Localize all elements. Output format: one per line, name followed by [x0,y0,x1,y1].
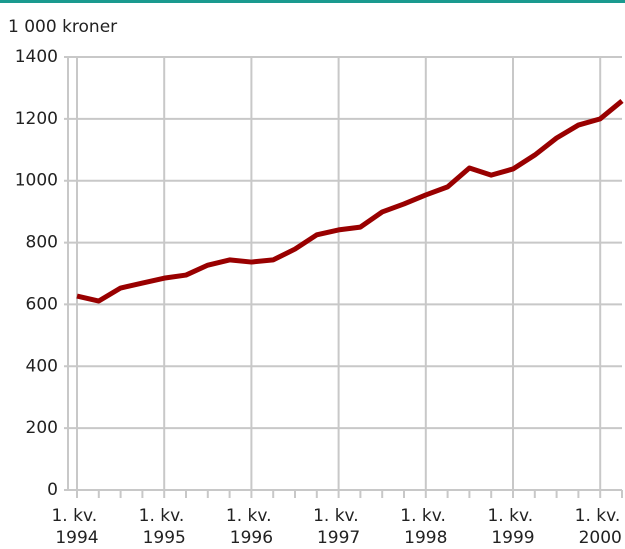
y-tick-label: 200 [26,418,58,438]
y-tick-label: 400 [26,356,58,376]
x-tick-label: 1. kv. 1999 [487,506,538,548]
y-tick-label: 0 [47,480,58,500]
x-tick-label: 1. kv. 2000 [575,506,625,548]
x-tick-label: 1. kv. 1995 [139,506,190,548]
top-rule [0,0,625,3]
y-tick-label: 800 [26,233,58,253]
data-line [76,98,624,304]
y-tick-label: 1200 [15,109,58,129]
y-tick-label: 1400 [15,47,58,67]
y-axis-label: 1 000 kroner [8,17,117,37]
x-tick-label: 1. kv. 1994 [51,506,102,548]
x-tick-label: 1. kv. 1996 [226,506,277,548]
y-tick-label: 600 [26,294,58,314]
y-tick-label: 1000 [15,171,58,191]
x-tick-label: 1. kv. 1997 [313,506,364,548]
x-tick-label: 1. kv. 1998 [400,506,451,548]
